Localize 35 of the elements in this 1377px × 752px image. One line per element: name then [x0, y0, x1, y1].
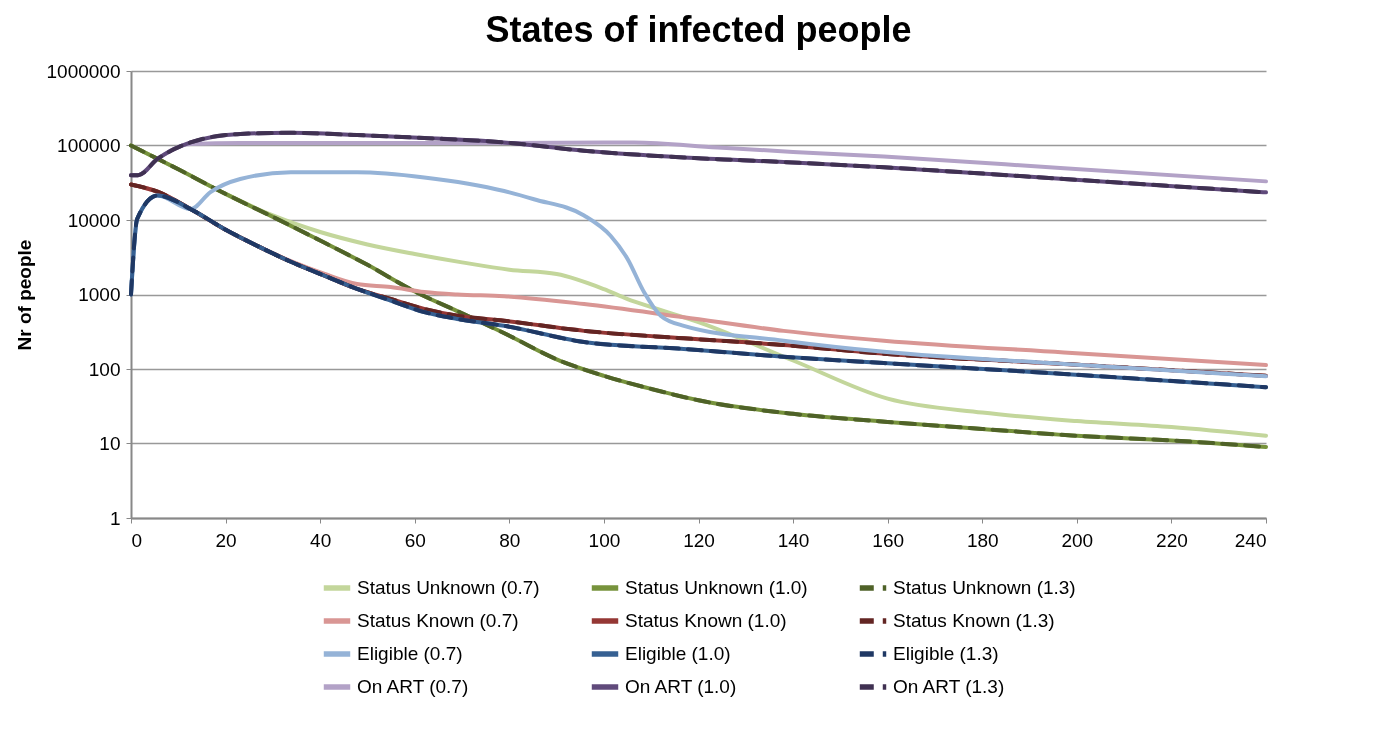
x-tick-label: 200	[1061, 529, 1094, 551]
legend-label: Status Known (1.0)	[625, 610, 787, 631]
legend-label: Status Unknown (1.0)	[625, 577, 808, 598]
x-tick-label: 100	[588, 529, 621, 551]
legend-label: Eligible (1.3)	[893, 643, 999, 664]
chart-title: States of infected people	[485, 9, 912, 50]
y-tick-label: 10	[99, 433, 121, 454]
y-tick-label: 1	[109, 507, 121, 529]
legend-label: Status Known (0.7)	[357, 610, 519, 631]
legend-label: Status Known (1.3)	[893, 610, 1055, 631]
x-tick-label: 60	[404, 529, 426, 551]
x-tick-label: 140	[777, 529, 810, 551]
legend-label: Eligible (1.0)	[625, 643, 731, 664]
legend-label: Status Unknown (0.7)	[357, 577, 540, 598]
legend-label: On ART (1.3)	[893, 676, 1005, 697]
y-tick-label: 100	[88, 358, 121, 380]
x-tick-label: 20	[215, 529, 237, 551]
x-tick-label: 220	[1156, 529, 1188, 551]
legend-label: Eligible (0.7)	[357, 643, 463, 664]
x-tick-label: 0	[131, 529, 143, 551]
x-tick-label: 40	[310, 529, 332, 551]
y-tick-label: 10000	[67, 209, 121, 231]
x-tick-label: 240	[1234, 529, 1267, 551]
y-tick-label: 1000000	[46, 60, 121, 82]
line-series	[129, 130, 1268, 195]
x-tick-label: 160	[872, 529, 905, 551]
legend-label: On ART (0.7)	[357, 676, 469, 697]
y-tick-label: 100000	[57, 135, 121, 156]
x-tick-label: 180	[966, 529, 999, 551]
x-tick-label: 120	[683, 529, 715, 551]
y-tick-label: 1000	[78, 284, 121, 305]
legend-label: On ART (1.0)	[625, 676, 737, 697]
y-axis-title: Nr of people	[13, 239, 35, 351]
x-tick-label: 80	[499, 529, 521, 551]
legend-label: Status Unknown (1.3)	[893, 577, 1076, 598]
